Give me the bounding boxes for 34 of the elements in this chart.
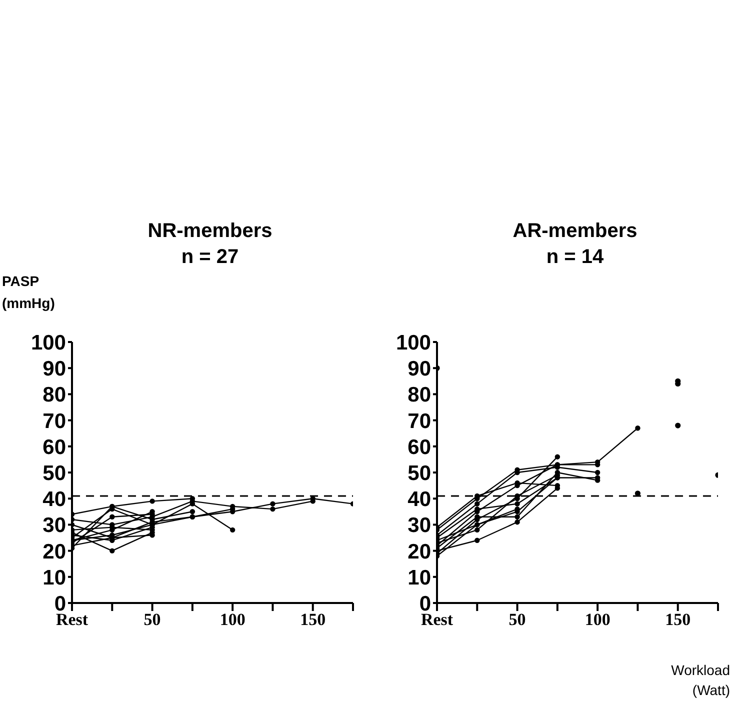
y-tick-label: 70 xyxy=(408,410,431,433)
y-tick-label: 60 xyxy=(408,436,431,459)
y-axis-title: PASP (mmHg) xyxy=(2,272,56,313)
y-tick-label: 80 xyxy=(408,384,431,407)
x-tick-label: Rest xyxy=(56,610,88,630)
x-tick-label: 150 xyxy=(665,610,691,630)
chart-subtitle: n = 14 xyxy=(545,246,605,269)
y-tick-label: 90 xyxy=(42,358,66,381)
y-tick-label: 100 xyxy=(30,331,66,354)
x-axis-title: Workload (Watt) xyxy=(670,661,730,700)
y-tick-label: 80 xyxy=(42,384,66,407)
x-tick-label: 100 xyxy=(584,610,610,630)
y-tick-label: 10 xyxy=(408,566,431,590)
y-tick-label: 100 xyxy=(396,331,431,354)
y-tick-label: 20 xyxy=(42,540,66,564)
chart-title: NR-members xyxy=(146,220,274,243)
y-tick-label: 10 xyxy=(42,566,66,590)
y-tick-label: 50 xyxy=(42,462,66,485)
y-tick-label: 70 xyxy=(42,410,66,433)
y-tick-label: 40 xyxy=(408,488,431,512)
y-tick-label: 90 xyxy=(408,358,431,381)
y-tick-label: 40 xyxy=(42,488,66,512)
y-tick-label: 20 xyxy=(408,540,431,564)
y-tick-label: 30 xyxy=(42,514,66,538)
chart-subtitle: n = 27 xyxy=(180,246,240,269)
x-tick-label: 100 xyxy=(220,610,246,630)
x-tick-label: Rest xyxy=(420,610,454,630)
x-tick-label: 150 xyxy=(300,610,326,630)
y-tick-label: 60 xyxy=(42,436,66,459)
x-tick-label: 50 xyxy=(144,610,161,630)
y-tick-label: 50 xyxy=(408,462,431,485)
chart-title: AR-members xyxy=(512,220,638,243)
y-tick-label: 30 xyxy=(408,514,431,538)
x-tick-label: 50 xyxy=(508,610,526,630)
